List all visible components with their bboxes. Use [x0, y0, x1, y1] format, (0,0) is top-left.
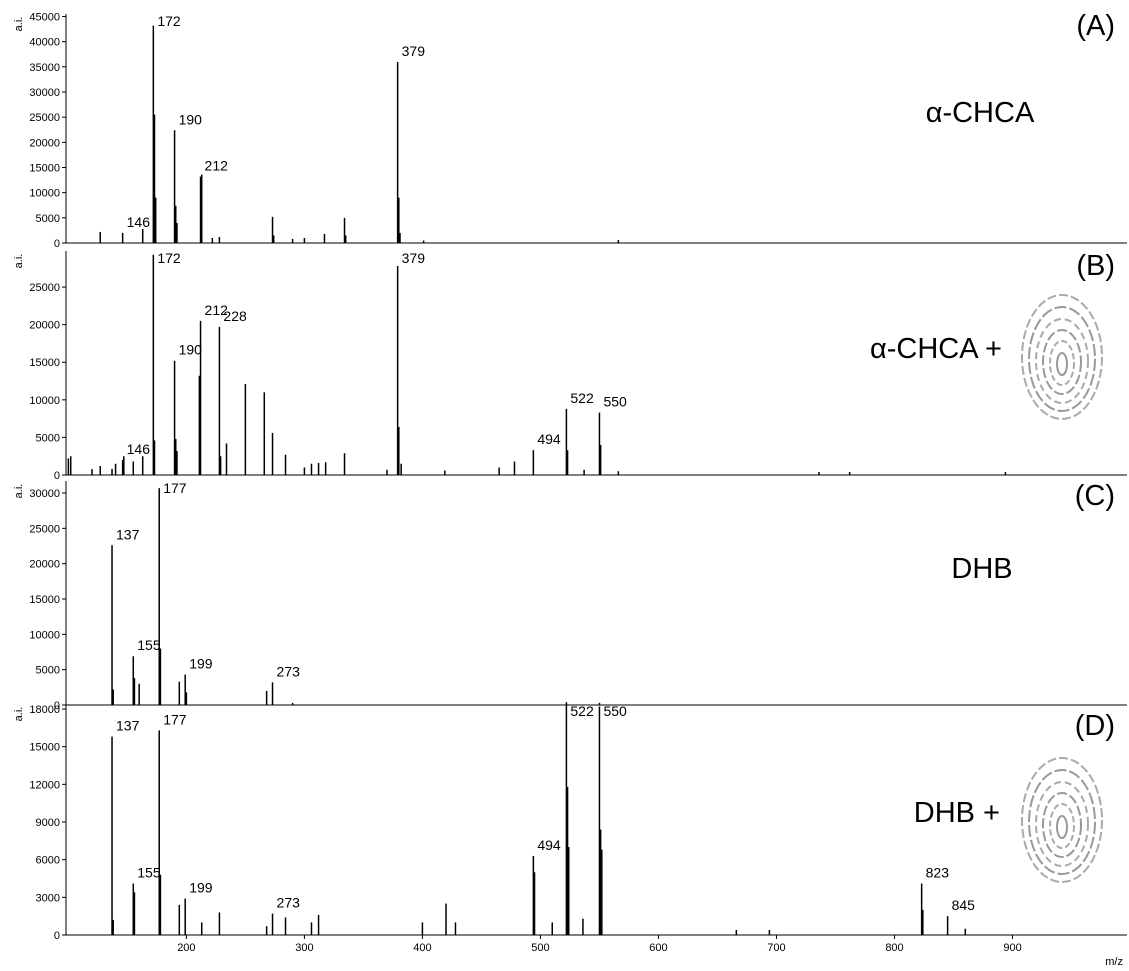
- y-tick-label: 10000: [29, 629, 60, 641]
- peak-label: 522: [570, 390, 594, 406]
- peak-label: 522: [570, 703, 594, 719]
- matrix-label: α-CHCA: [926, 97, 1035, 129]
- y-tick-label: 25000: [29, 282, 60, 294]
- y-tick-label: 20000: [29, 559, 60, 571]
- peak-label: 379: [402, 250, 426, 266]
- y-tick-label: 5000: [36, 432, 60, 444]
- peak-label: 494: [537, 431, 561, 447]
- peak-label: 146: [127, 214, 151, 230]
- fingerprint-icon: [1021, 757, 1103, 883]
- peak-label: 172: [157, 250, 181, 266]
- y-tick-label: 15000: [29, 594, 60, 606]
- y-tick-label: 15000: [29, 163, 60, 175]
- peak-label: 155: [137, 865, 161, 881]
- x-tick-label: 900: [1003, 942, 1021, 954]
- peak-label: 146: [127, 441, 151, 457]
- y-axis-label: a.i.: [13, 707, 25, 722]
- peak-label: 494: [537, 837, 561, 853]
- peak-label: 177: [163, 711, 187, 727]
- y-tick-label: 5000: [36, 665, 60, 677]
- y-axis-label: a.i.: [13, 254, 25, 269]
- peak-label: 228: [223, 308, 247, 324]
- x-tick-label: 200: [177, 942, 195, 954]
- y-tick-label: 9000: [36, 817, 60, 829]
- peak-label: 550: [603, 703, 627, 719]
- y-axis-label: a.i.: [13, 17, 25, 32]
- x-tick-label: 400: [413, 942, 431, 954]
- y-tick-label: 15000: [29, 742, 60, 754]
- y-tick-label: 6000: [36, 855, 60, 867]
- x-tick-label: 600: [649, 942, 667, 954]
- peak-label: 273: [277, 663, 301, 679]
- y-tick-label: 15000: [29, 357, 60, 369]
- matrix-label: DHB: [951, 553, 1012, 585]
- peak-label: 155: [137, 637, 161, 653]
- y-tick-label: 5000: [36, 213, 60, 225]
- y-tick-label: 18000: [29, 704, 60, 716]
- y-tick-label: 30000: [29, 488, 60, 500]
- x-tick-label: 300: [295, 942, 313, 954]
- y-tick-label: 40000: [29, 37, 60, 49]
- peak-label: 177: [163, 480, 187, 496]
- peak-label: 137: [116, 526, 140, 542]
- peak-label: 550: [603, 394, 627, 410]
- peak-label: 190: [179, 111, 203, 127]
- x-tick-label: 500: [531, 942, 549, 954]
- y-tick-label: 0: [54, 930, 60, 942]
- peak-label: 199: [189, 880, 213, 896]
- y-tick-label: 25000: [29, 112, 60, 124]
- y-tick-label: 0: [54, 700, 60, 712]
- y-tick-label: 3000: [36, 892, 60, 904]
- y-tick-label: 35000: [29, 62, 60, 74]
- y-tick-label: 25000: [29, 523, 60, 535]
- y-tick-label: 20000: [29, 137, 60, 149]
- y-tick-label: 0: [54, 470, 60, 482]
- y-tick-label: 20000: [29, 320, 60, 332]
- peak-label: 212: [205, 158, 229, 174]
- peak-label: 823: [926, 865, 950, 881]
- peak-label: 172: [157, 13, 181, 29]
- x-axis-label: m/z: [1105, 956, 1123, 968]
- panel-label: (C): [1075, 480, 1115, 512]
- y-tick-label: 30000: [29, 87, 60, 99]
- x-tick-label: 700: [767, 942, 785, 954]
- y-tick-label: 12000: [29, 779, 60, 791]
- peak-label: 379: [402, 43, 426, 59]
- peak-label: 190: [179, 342, 203, 358]
- panel-label: (A): [1076, 10, 1115, 42]
- panel-label: (D): [1075, 710, 1115, 742]
- x-tick-label: 800: [885, 942, 903, 954]
- y-tick-label: 45000: [29, 12, 60, 24]
- y-tick-label: 10000: [29, 188, 60, 200]
- fingerprint-icon: [1021, 294, 1103, 420]
- peak-label: 199: [189, 656, 213, 672]
- y-tick-label: 10000: [29, 395, 60, 407]
- peak-label: 137: [116, 718, 140, 734]
- peak-label: 212: [205, 302, 229, 318]
- y-tick-label: 0: [54, 238, 60, 250]
- panel-label: (B): [1076, 250, 1115, 282]
- y-axis-label: a.i.: [13, 484, 25, 499]
- peak-label: 273: [277, 895, 301, 911]
- matrix-label: α-CHCA +: [870, 333, 1002, 365]
- peak-label: 845: [952, 897, 976, 913]
- matrix-label: DHB +: [914, 797, 1000, 829]
